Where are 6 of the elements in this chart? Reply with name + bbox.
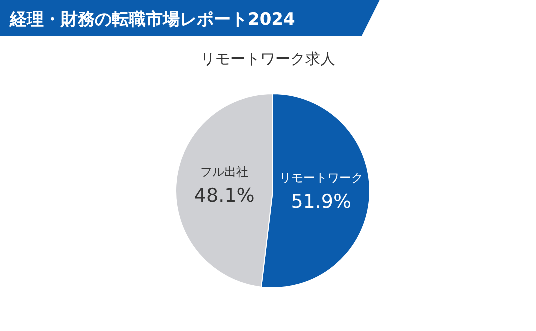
slice-label: リモートワーク [279,170,364,185]
chart-title: 経理・財務の転職市場レポート2024 [9,10,296,30]
slice-label: フル出社 [200,165,249,180]
data-label: 48.1% [194,185,255,208]
chart-subtitle: リモートワーク求人 [200,50,336,68]
data-label: 51.9% [291,190,352,213]
